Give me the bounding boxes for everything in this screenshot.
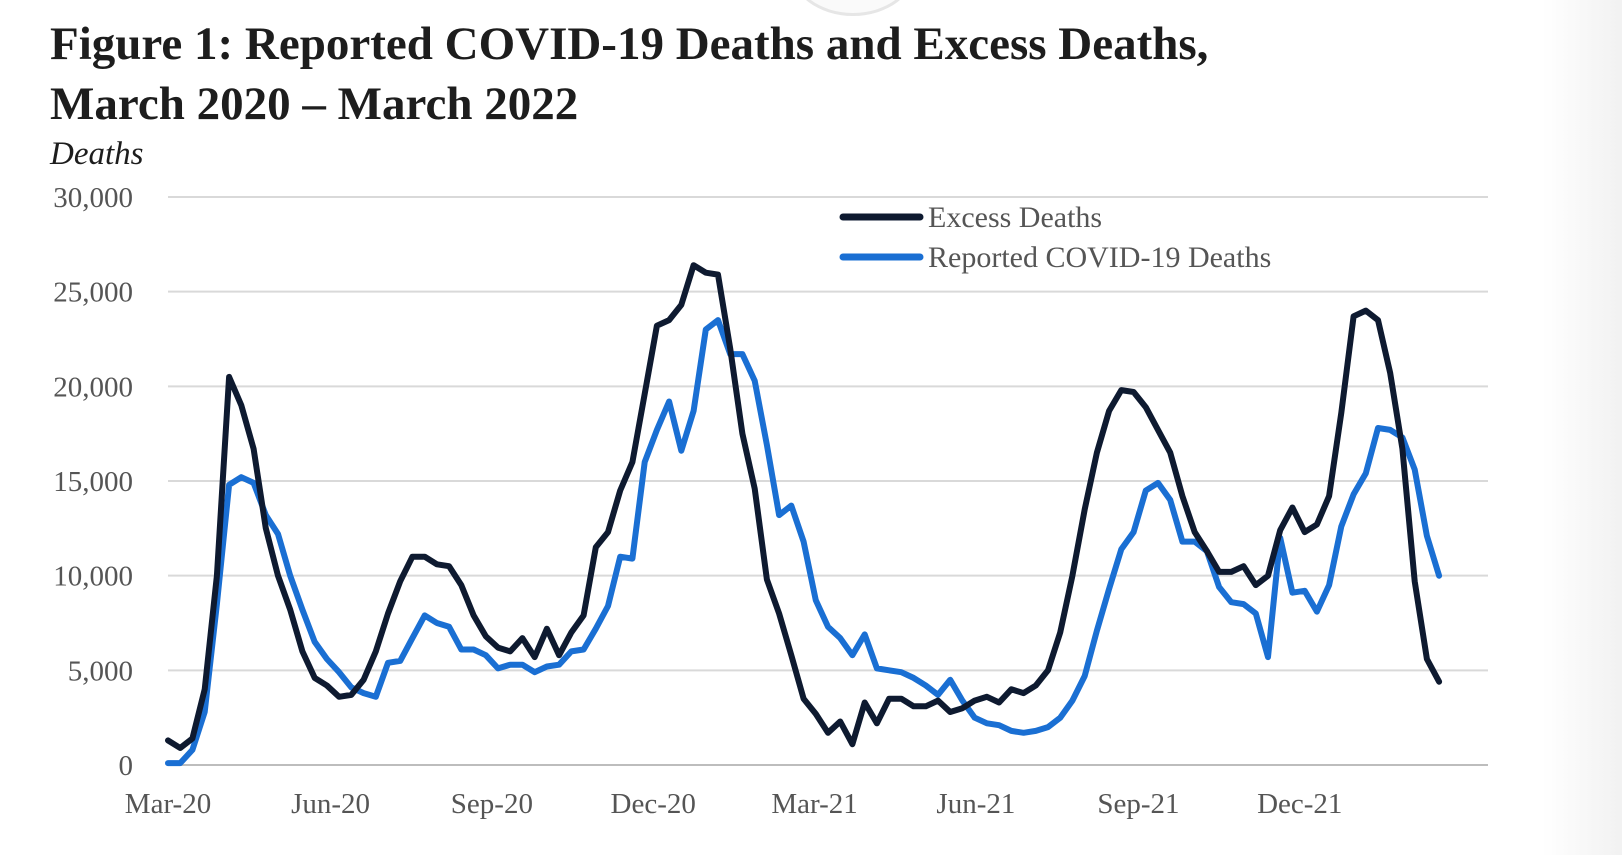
y-tick-label: 10,000 — [53, 561, 133, 593]
x-tick-label: Jun-21 — [936, 788, 1015, 820]
legend: Excess Deaths Reported COVID-19 Deaths — [839, 201, 1271, 274]
legend-label: Reported COVID-19 Deaths — [928, 241, 1271, 274]
y-tick-label: 5,000 — [68, 655, 133, 687]
x-tick-label: Dec-21 — [1257, 788, 1342, 820]
series-line — [165, 262, 1443, 751]
chart-title-line-1: Figure 1: Reported COVID-19 Deaths and E… — [50, 18, 1209, 70]
y-tick-label: 25,000 — [53, 277, 133, 309]
chart-title-line-2: March 2020 – March 2022 — [50, 78, 579, 130]
x-tick-label: Dec-20 — [611, 788, 696, 820]
y-tick-label: 0 — [119, 750, 134, 782]
x-tick-label: Mar-20 — [125, 788, 211, 820]
y-tick-label: 20,000 — [53, 371, 133, 403]
legend-label: Excess Deaths — [928, 201, 1102, 234]
series-line — [165, 317, 1443, 767]
x-tick-labels: Mar-20 Jun-20 Sep-20 Dec-20 Mar-21 Jun-21 Sep-… — [125, 788, 1343, 820]
x-tick-label: Sep-20 — [451, 788, 533, 820]
x-tick-label: Mar-21 — [771, 788, 857, 820]
y-tick-label: 15,000 — [53, 466, 133, 498]
chart-title: Figure 1: Reported COVID-19 Deaths and E… — [50, 14, 1490, 134]
x-tick-label: Sep-21 — [1097, 788, 1179, 820]
y-axis-label: Deaths — [50, 136, 144, 172]
series-lines — [165, 262, 1443, 767]
x-tick-label: Jun-20 — [291, 788, 370, 820]
y-tick-label: 30,000 — [53, 182, 133, 214]
y-tick-labels: 0 5,000 10,000 15,000 20,000 25,000 30,000 — [53, 182, 133, 782]
